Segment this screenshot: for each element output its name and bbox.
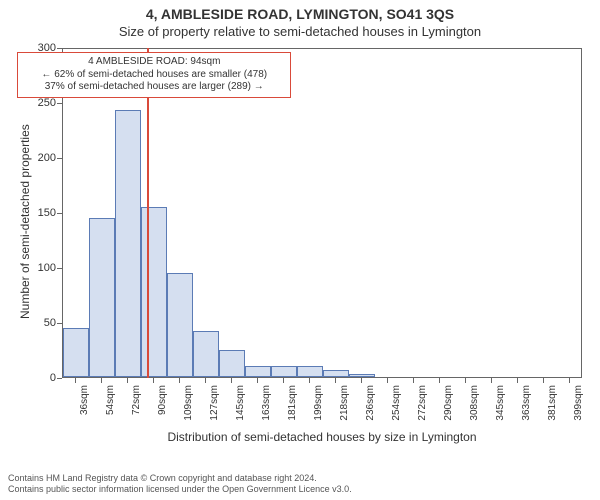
x-tick [101,378,102,383]
x-tick [335,378,336,383]
x-tick [179,378,180,383]
y-tick-label: 100 [28,262,56,274]
y-tick [57,158,62,159]
y-tick-label: 50 [28,317,56,329]
x-tick-label: 308sqm [469,385,480,429]
x-tick [543,378,544,383]
bar [245,366,271,377]
x-tick [387,378,388,383]
x-tick-label: 218sqm [339,385,350,429]
x-axis-label: Distribution of semi-detached houses by … [62,430,582,444]
y-tick-label: 200 [28,152,56,164]
x-tick-label: 127sqm [209,385,220,429]
x-tick [75,378,76,383]
x-tick [517,378,518,383]
bar [349,374,375,377]
x-tick [231,378,232,383]
y-tick [57,213,62,214]
y-tick-label: 250 [28,97,56,109]
plot-area [62,48,582,378]
x-tick-label: 199sqm [313,385,324,429]
x-tick [127,378,128,383]
x-tick-label: 272sqm [417,385,428,429]
x-tick-label: 145sqm [235,385,246,429]
x-tick [257,378,258,383]
chart-subtitle: Size of property relative to semi-detach… [0,24,600,39]
bar [167,273,193,378]
x-tick-label: 399sqm [573,385,584,429]
x-tick-label: 109sqm [183,385,194,429]
bar [219,350,245,378]
x-tick-label: 72sqm [131,385,142,429]
x-tick-label: 381sqm [547,385,558,429]
y-tick [57,103,62,104]
y-tick [57,378,62,379]
bar [141,207,167,378]
x-tick-label: 236sqm [365,385,376,429]
x-tick-label: 36sqm [79,385,90,429]
x-tick [569,378,570,383]
x-tick-label: 54sqm [105,385,116,429]
bar [271,366,297,377]
chart-title: 4, AMBLESIDE ROAD, LYMINGTON, SO41 3QS [0,6,600,22]
x-tick-label: 363sqm [521,385,532,429]
footer-line-2: Contains public sector information licen… [8,484,352,496]
x-tick-label: 181sqm [287,385,298,429]
x-tick-label: 290sqm [443,385,454,429]
y-tick [57,268,62,269]
x-tick [205,378,206,383]
callout-line: 37% of semi-detached houses are larger (… [24,81,284,94]
x-tick-label: 254sqm [391,385,402,429]
bar [193,331,219,377]
x-tick-label: 163sqm [261,385,272,429]
bar [63,328,89,378]
callout-line: ← 62% of semi-detached houses are smalle… [24,69,284,82]
y-tick [57,323,62,324]
footer-line-1: Contains HM Land Registry data © Crown c… [8,473,352,485]
callout-line: 4 AMBLESIDE ROAD: 94sqm [24,56,284,69]
chart-container: 4, AMBLESIDE ROAD, LYMINGTON, SO41 3QS S… [0,0,600,500]
x-tick [465,378,466,383]
bar [297,366,323,377]
bar [115,110,141,377]
y-tick-label: 0 [28,372,56,384]
x-tick [439,378,440,383]
footer-text: Contains HM Land Registry data © Crown c… [8,473,352,496]
x-tick [283,378,284,383]
callout-box: 4 AMBLESIDE ROAD: 94sqm← 62% of semi-det… [17,52,291,98]
y-tick-label: 150 [28,207,56,219]
x-tick [153,378,154,383]
marker-line [147,48,149,378]
x-tick [309,378,310,383]
x-tick-label: 90sqm [157,385,168,429]
x-tick [491,378,492,383]
x-tick [413,378,414,383]
y-tick [57,48,62,49]
bar [89,218,115,378]
x-tick-label: 345sqm [495,385,506,429]
bar [323,370,349,377]
x-tick [361,378,362,383]
